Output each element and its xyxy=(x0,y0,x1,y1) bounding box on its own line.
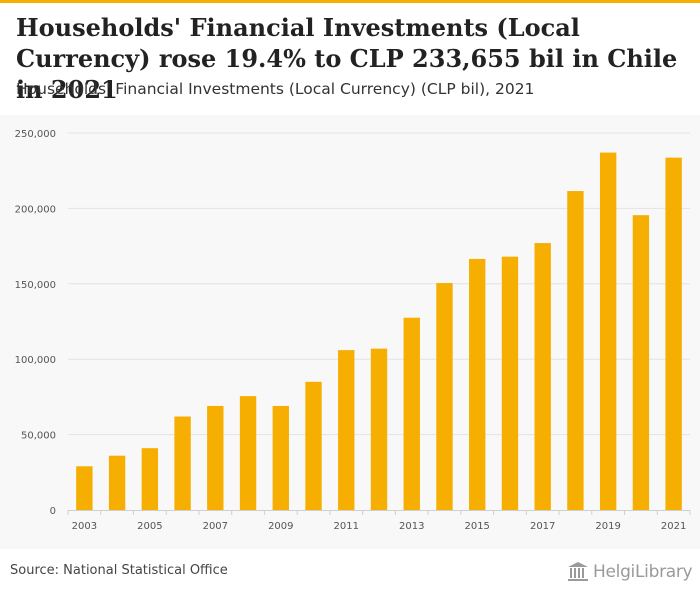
bar xyxy=(632,215,650,510)
bar xyxy=(141,448,159,510)
bar xyxy=(76,466,93,510)
y-tick-label: 100,000 xyxy=(15,355,56,366)
x-tick-label: 2011 xyxy=(334,521,359,532)
y-tick-label: 0 xyxy=(50,506,56,517)
y-tick-label: 200,000 xyxy=(15,204,56,215)
library-building-icon xyxy=(568,562,588,581)
bar xyxy=(108,455,126,510)
x-tick-label: 2003 xyxy=(72,521,97,532)
bar xyxy=(567,191,584,511)
bar xyxy=(501,256,519,510)
y-tick-label: 150,000 xyxy=(15,280,56,291)
helgilibrary-logo: HelgiLibrary xyxy=(567,561,693,583)
y-tick-label: 50,000 xyxy=(21,431,56,442)
bar xyxy=(469,258,486,510)
y-tick-label: 250,000 xyxy=(15,129,56,140)
bar xyxy=(272,405,289,510)
bar xyxy=(207,405,224,510)
bar-chart: 0 50,000 100,000 150,000 200,000 250,000 2003 2… xyxy=(15,129,691,532)
bar xyxy=(403,317,420,510)
x-tick-label: 2009 xyxy=(268,521,293,532)
x-tick-label: 2007 xyxy=(203,521,228,532)
source-note: Source: National Statistical Office xyxy=(10,563,228,578)
x-tick-label: 2021 xyxy=(661,521,686,532)
chart-title: Households' Financial Investments (Local… xyxy=(16,13,678,104)
bar xyxy=(174,416,191,510)
x-tick-label: 2017 xyxy=(530,521,555,532)
bar xyxy=(599,152,617,510)
bar xyxy=(239,396,257,510)
bar xyxy=(305,381,322,510)
top-accent-line xyxy=(0,0,700,3)
logo-text: HelgiLibrary xyxy=(593,562,693,582)
bar xyxy=(534,243,551,511)
x-tick-label: 2005 xyxy=(137,521,162,532)
bar xyxy=(370,348,388,510)
x-tick-label: 2019 xyxy=(595,521,620,532)
bar xyxy=(338,350,355,510)
bar xyxy=(436,283,453,510)
bar xyxy=(665,157,682,510)
chart-subtitle: Households' Financial Investments (Local… xyxy=(16,80,535,98)
x-tick-label: 2013 xyxy=(399,521,424,532)
x-tick-label: 2015 xyxy=(464,521,489,532)
